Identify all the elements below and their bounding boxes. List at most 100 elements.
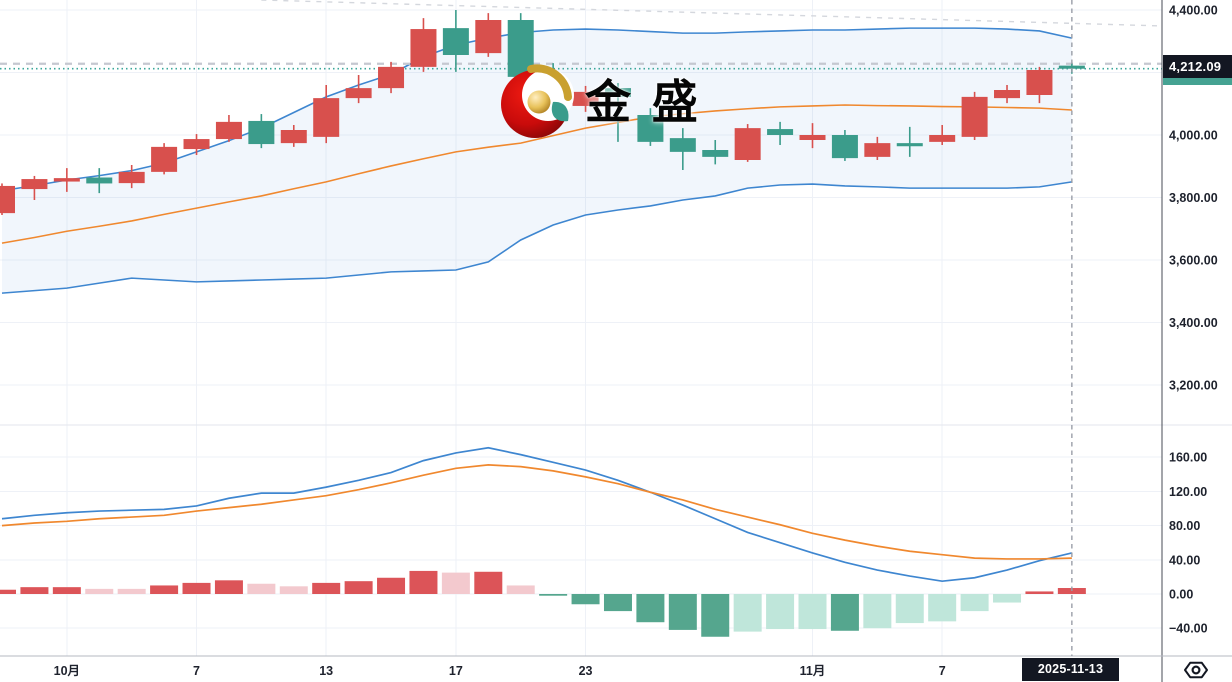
indicator-tick-label: −40.00 (1169, 622, 1208, 636)
time-tick-label: 11月 (800, 664, 826, 678)
macd-histogram-bar (441, 572, 470, 594)
price-tick-label: 4,000.00 (1169, 129, 1218, 143)
macd-histogram-bar (247, 583, 276, 594)
macd-histogram-bar (960, 594, 989, 612)
candle-body (540, 91, 567, 100)
last-price-badge: 4,212.09 (1163, 55, 1232, 78)
macd-histogram-bar (1025, 591, 1054, 594)
crosshair-date-badge: 2025-11-13 (1022, 658, 1119, 681)
candle-body (442, 28, 469, 55)
macd-histogram-bar (798, 594, 827, 630)
candle-body (994, 90, 1021, 99)
candle-body (637, 115, 664, 142)
candle-body (248, 120, 275, 145)
time-axis[interactable]: 10月 7 13 17 23 11月 7 (54, 664, 946, 678)
candle-body (702, 150, 729, 157)
macd-histogram-bar (312, 582, 341, 594)
candle-body (572, 91, 599, 106)
macd-histogram-bar (377, 577, 406, 594)
price-tick-label: 3,400.00 (1169, 316, 1218, 330)
candle-body (864, 143, 891, 157)
candle-body (0, 185, 15, 214)
macd-histogram-bar (20, 587, 49, 594)
candle-body (896, 143, 923, 147)
candle-body (53, 178, 80, 182)
candles-group (0, 10, 1085, 215)
macd-histogram-bar (150, 585, 179, 594)
macd-histogram-bar (214, 580, 243, 594)
candle-body (345, 88, 372, 99)
macd-histogram-bar (863, 594, 892, 629)
macd-histogram-bar (117, 588, 146, 594)
time-tick-label: 7 (193, 664, 200, 678)
macd-histogram-bar (344, 581, 373, 594)
candle-body (1058, 65, 1085, 69)
indicator-tick-label: 80.00 (1169, 519, 1200, 533)
candle-body (410, 29, 437, 67)
candle-body (507, 20, 534, 77)
macd-histogram-bar (0, 589, 16, 594)
candle-body (475, 20, 502, 54)
macd-histogram-bar (603, 594, 632, 612)
indicator-tick-label: 160.00 (1169, 451, 1207, 465)
candle-body (183, 139, 210, 150)
candle-body (118, 171, 145, 184)
macd-dea-line (1, 464, 1072, 560)
candle-body (767, 129, 794, 135)
macd-histogram-bar (182, 582, 211, 594)
candle-body (961, 96, 988, 137)
candle-body (929, 135, 956, 142)
macd-histogram-bar (1057, 588, 1086, 594)
candle-body (604, 88, 631, 97)
indicator-tick-label: 120.00 (1169, 485, 1207, 499)
candle-body (669, 138, 696, 152)
candle-body (86, 177, 113, 184)
time-tick-label: 13 (319, 664, 333, 678)
price-tick-label: 3,200.00 (1169, 379, 1218, 393)
macd-histogram-bar (830, 594, 859, 631)
last-price-countdown-strip (1163, 78, 1232, 85)
candle-body (1026, 70, 1053, 95)
candle-body (734, 128, 761, 160)
macd-histogram-bar (409, 570, 438, 594)
macd-histogram-bar (279, 586, 308, 594)
price-tick-label: 4,400.00 (1169, 4, 1218, 18)
macd-histogram-bar (85, 588, 114, 594)
bollinger-fill (2, 28, 1072, 294)
macd-histogram-bar (474, 571, 503, 594)
price-tick-label: 3,800.00 (1169, 191, 1218, 205)
instrument-eye-icon[interactable] (1183, 660, 1209, 680)
dashed-trend-line (261, 0, 1163, 27)
time-tick-label: 23 (579, 664, 593, 678)
macd-histogram-bar (636, 594, 665, 623)
main-pane (0, 0, 1163, 294)
macd-histogram-bar (506, 585, 535, 594)
macd-dif-line (1, 446, 1073, 583)
time-tick-label: 17 (449, 664, 463, 678)
macd-pane (0, 446, 1086, 637)
macd-histogram-bar (52, 587, 81, 594)
candle-body (21, 179, 48, 190)
bollinger-middle-line (1, 104, 1072, 244)
candle-body (151, 146, 178, 172)
macd-histogram-bar (539, 594, 568, 596)
macd-histogram-bar (701, 594, 730, 637)
bollinger-upper-line (1, 27, 1073, 192)
indicator-tick-label: 0.00 (1169, 588, 1193, 602)
bollinger-lower-line (1, 181, 1072, 294)
gridlines (0, 0, 1162, 656)
macd-histogram-bar (895, 594, 924, 624)
macd-histogram-bar (928, 594, 957, 622)
indicator-tick-label: 40.00 (1169, 553, 1200, 567)
candle-body (799, 135, 826, 140)
price-tick-label: 3,600.00 (1169, 254, 1218, 268)
candle-body (378, 66, 405, 89)
price-axis[interactable]: 4,400.00 4,000.00 3,800.00 3,600.00 3,400.00… (1169, 4, 1218, 636)
macd-histogram-bar (668, 594, 697, 630)
macd-histogram-bar (993, 594, 1022, 603)
candle-body (313, 98, 340, 137)
time-tick-label: 7 (939, 664, 946, 678)
